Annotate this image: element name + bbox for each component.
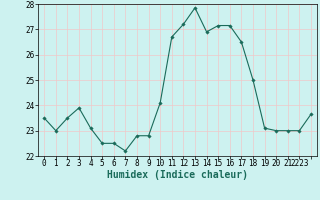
X-axis label: Humidex (Indice chaleur): Humidex (Indice chaleur)	[107, 170, 248, 180]
